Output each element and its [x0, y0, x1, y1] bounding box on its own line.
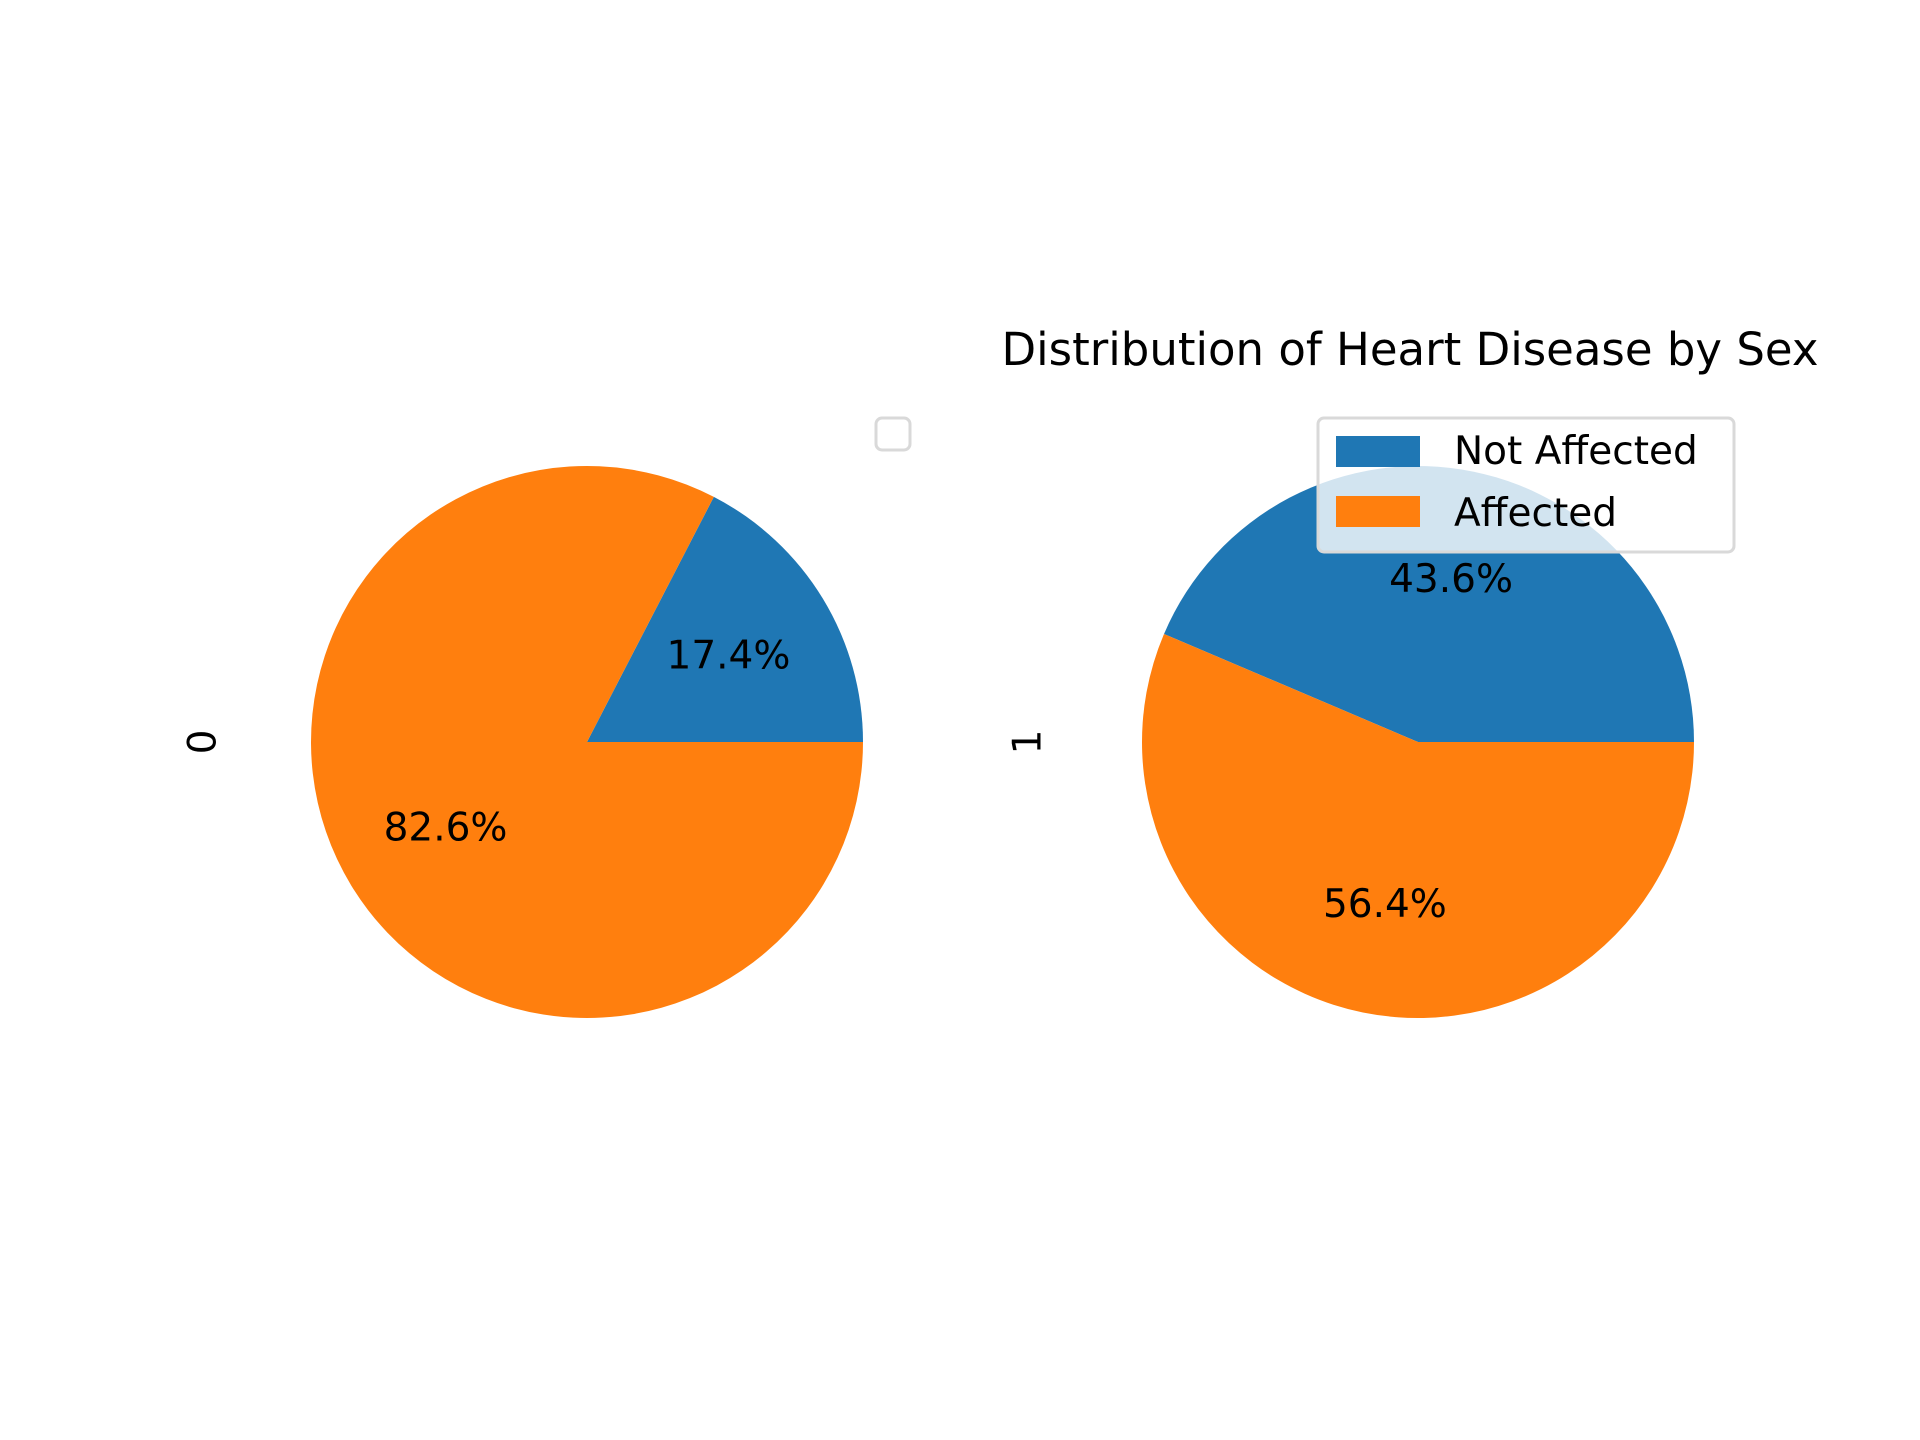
legend-empty-frame: [874, 416, 912, 452]
pie-1-ylabel: 1: [1006, 730, 1051, 755]
pie-0-ylabel: 0: [181, 730, 226, 755]
pie-1-labels: 43.6% 56.4%: [1323, 557, 1513, 927]
pie-0-slices: [311, 465, 863, 1018]
pie-1-label-affected: 56.4%: [1323, 882, 1447, 927]
pie-1-label-not-affected: 43.6%: [1389, 557, 1513, 602]
pie-0-label-affected: 82.6%: [384, 806, 508, 851]
legend-label-not-affected: Not Affected: [1454, 429, 1698, 474]
legend-swatch-not-affected: [1336, 436, 1420, 467]
pie-0-slice-affected: [311, 465, 863, 1018]
legend-swatch-affected: [1336, 496, 1420, 527]
legend-frame: [1316, 416, 1736, 554]
pie-chart-0: 17.4% 82.6% 0: [181, 465, 863, 1018]
legend-empty: [874, 416, 912, 452]
pie-0-slice-not-affected: [587, 496, 863, 742]
pie-1-slice-affected: [1142, 633, 1694, 1019]
legend: Not Affected Affected: [1316, 416, 1736, 554]
pie-0-label-not-affected: 17.4%: [667, 633, 791, 678]
pie-0-labels: 17.4% 82.6%: [384, 633, 791, 850]
chart-title: Distribution of Heart Disease by Sex: [1002, 323, 1819, 376]
legend-label-affected: Affected: [1454, 491, 1617, 536]
